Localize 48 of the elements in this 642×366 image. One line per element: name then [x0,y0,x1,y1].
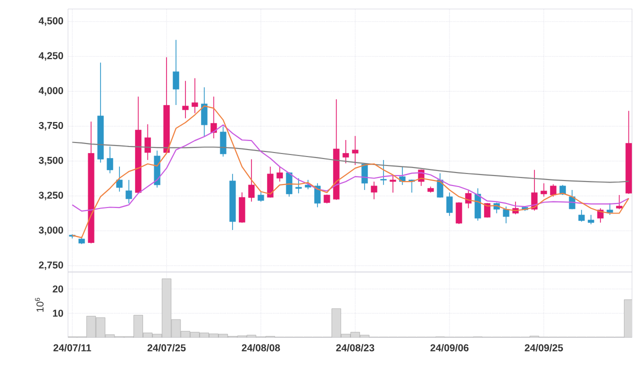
candlestick [616,194,622,210]
candlestick [276,166,283,182]
candlestick [588,214,594,225]
candlestick [172,39,180,106]
candlestick [370,181,378,200]
y-tick-label: 3,750 [38,122,64,130]
y-axis-title: 10$^{6}$ [34,298,44,312]
candlestick [390,174,396,194]
y-tick-label: 3,500 [38,156,64,166]
candlestick [201,86,208,138]
candlestick [578,210,585,222]
candlestick [342,140,349,164]
candlestick [380,160,387,186]
candlestick [465,190,472,209]
y-tick-label: 4,500 [38,17,64,26]
candlestick [314,182,321,208]
candlestick [606,202,614,216]
candlestick [267,166,274,198]
x-tick-label: 24/08/23 [336,344,374,352]
candlestick [502,206,510,224]
y-tick-label: 4,000 [38,87,64,96]
candlestick [248,158,255,202]
y-tick-label: 10 [53,310,64,317]
x-tick-label: 24/07/11 [53,344,92,352]
y-tick-label: 4,250 [38,52,64,61]
y-tick-label: 3,000 [38,226,64,236]
y-tick-label: 20 [52,285,64,293]
candlestick [106,146,114,174]
y-tick-label: 3,250 [38,192,64,200]
candlestick [182,80,189,119]
candlestick [540,182,547,198]
x-tick-label: 24/07/25 [148,344,186,352]
y-tick-label: 2,750 [38,261,64,270]
candlestick [295,178,302,194]
candlestick [352,136,358,166]
candlestick [210,96,217,139]
x-tick-label: 24/09/06 [430,344,469,352]
candlestick [126,180,132,204]
candlestick [144,124,151,160]
candlestick [220,126,226,158]
candlestick [446,192,453,216]
candlestick [456,202,462,224]
candlestick [192,78,198,114]
candlestick [116,166,123,192]
x-tick-label: 24/09/25 [524,344,563,352]
candlestick [258,191,264,202]
candlestick [550,184,556,198]
x-tick-label: 24/08/08 [242,344,280,352]
